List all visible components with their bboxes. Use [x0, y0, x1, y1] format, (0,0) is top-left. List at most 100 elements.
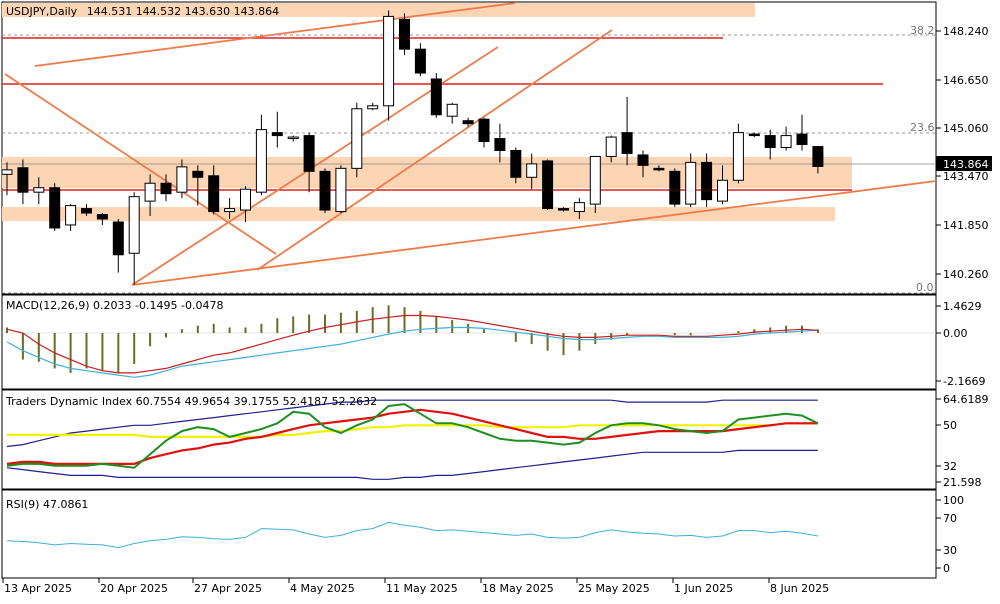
macd-main-line [6, 326, 818, 378]
rsi-tick-label-2: 30 [943, 544, 957, 557]
tdi-market-baseline [7, 422, 818, 438]
tdi-label: Traders Dynamic Index 60.7554 49.9654 39… [5, 395, 377, 408]
bull-candle [383, 15, 395, 107]
bull-candle [335, 167, 347, 213]
macd-tick-label-1: 0.00 [943, 327, 968, 340]
bear-candle [414, 48, 426, 74]
fib-label-0: 0.0 [916, 281, 934, 294]
bull-candle [65, 205, 77, 226]
bear-candle [542, 160, 554, 210]
bear-candle [764, 135, 776, 148]
price-tick-label-4: 141.850 [943, 219, 989, 232]
time-label-4: 11 May 2025 [386, 582, 458, 595]
bear-candle [96, 214, 108, 220]
fib-label-236: 23.6 [910, 121, 935, 134]
macd-tick-label-0: 1.4629 [943, 300, 982, 313]
bear-candle [494, 138, 506, 151]
price-tick-label-3: 143.470 [943, 170, 989, 183]
macd-histogram [6, 305, 819, 373]
bull-candle [224, 208, 236, 213]
rsi-line [6, 521, 818, 549]
price-tick-label-2: 145.060 [943, 122, 989, 135]
bull-candle [176, 166, 188, 193]
tdi-lower-band [6, 449, 818, 480]
bear-candle [208, 175, 220, 213]
bear-candle [637, 154, 649, 166]
main-drawings: 38.2 23.6 0.0 [2, 2, 937, 294]
bear-candle [430, 78, 442, 116]
tdi-rsi-price-line [6, 403, 819, 469]
macd-tick-label-2: -2.1669 [943, 375, 985, 388]
bull-candle [605, 136, 617, 157]
bear-candle [812, 146, 824, 167]
price-tick-label-1: 146.650 [943, 74, 989, 87]
symbol-timeframe: USDJPY,Daily 144.531 144.532 143.630 143… [6, 5, 279, 18]
bear-candle [17, 167, 29, 193]
time-label-5: 18 May 2025 [482, 582, 554, 595]
tdi-upper-band [6, 399, 818, 448]
macd-pane-frame [1, 294, 937, 390]
tdi-pane: Traders Dynamic Index 60.7554 49.9654 39… [5, 393, 989, 489]
bear-candle [621, 132, 633, 154]
bull-candle [351, 108, 363, 169]
bear-candle [271, 132, 283, 137]
tdi-tick-label-3: 21.598 [943, 476, 982, 489]
bull-candle [367, 105, 379, 110]
bull-candle [573, 202, 585, 213]
macd-signal-line [6, 314, 818, 374]
ohlc-values: 144.531 144.532 143.630 143.864 [87, 5, 279, 18]
rsi-tick-label-0: 100 [943, 494, 964, 507]
bull-candle [128, 196, 140, 254]
pane-borders [1, 1, 937, 579]
time-label-8: 8 Jun 2025 [770, 582, 829, 595]
bull-candle [33, 187, 45, 193]
tdi-pane-frame [1, 389, 937, 490]
tdi-tick-label-1: 50 [943, 419, 957, 432]
tdi-tick-label-2: 32 [943, 460, 957, 473]
supply-zone-top [2, 3, 755, 17]
bear-candle [303, 135, 315, 172]
fib-label-382: 38.2 [910, 24, 935, 37]
bull-candle [144, 182, 156, 202]
time-label-3: 4 May 2025 [290, 582, 355, 595]
rsi-pane: RSI(9) 47.0861 100 70 30 0 [6, 494, 964, 575]
bear-candle [748, 133, 760, 137]
time-axis: 13 Apr 2025 20 Apr 2025 27 Apr 2025 4 Ma… [2, 578, 829, 595]
channel-line-2 [256, 29, 613, 271]
bull-candle [287, 136, 299, 140]
tdi-signal-line [6, 408, 818, 465]
current-price-label: 143.864 [943, 158, 989, 171]
bear-candle [701, 161, 713, 201]
bull-candle [446, 103, 458, 117]
bear-candle [49, 187, 61, 229]
bull-candle [1, 169, 13, 175]
symbol-label: USDJPY,Daily [6, 5, 78, 18]
bear-candle [510, 149, 522, 178]
rsi-tick-label-1: 70 [943, 512, 957, 525]
bull-candle [255, 129, 267, 193]
bull-candle [732, 132, 744, 181]
candles [1, 10, 824, 285]
bear-candle [558, 208, 569, 211]
bull-candle [685, 161, 697, 205]
rsi-tick-label-3: 0 [943, 562, 950, 575]
main-pane-frame [1, 1, 937, 295]
trendline-rising-support [131, 180, 937, 286]
price-axis: 148.240 146.650 145.060 143.470 141.850 … [936, 25, 992, 281]
demand-zone-low [2, 207, 835, 221]
bear-candle [81, 208, 92, 214]
bull-candle [240, 188, 251, 211]
price-tick-label-0: 148.240 [943, 25, 989, 38]
bull-candle [526, 163, 538, 178]
macd-label: MACD(12,26,9) 0.2033 -0.1495 -0.0478 [6, 299, 223, 312]
macd-pane: MACD(12,26,9) 0.2033 -0.1495 -0.0478 1.4… [2, 299, 985, 388]
bear-candle [478, 118, 490, 143]
price-tick-label-5: 140.260 [943, 268, 989, 281]
bear-candle [399, 18, 410, 50]
bull-candle [717, 179, 728, 202]
bull-candle [780, 135, 792, 148]
bear-candle [319, 170, 331, 211]
bear-candle [796, 133, 808, 146]
